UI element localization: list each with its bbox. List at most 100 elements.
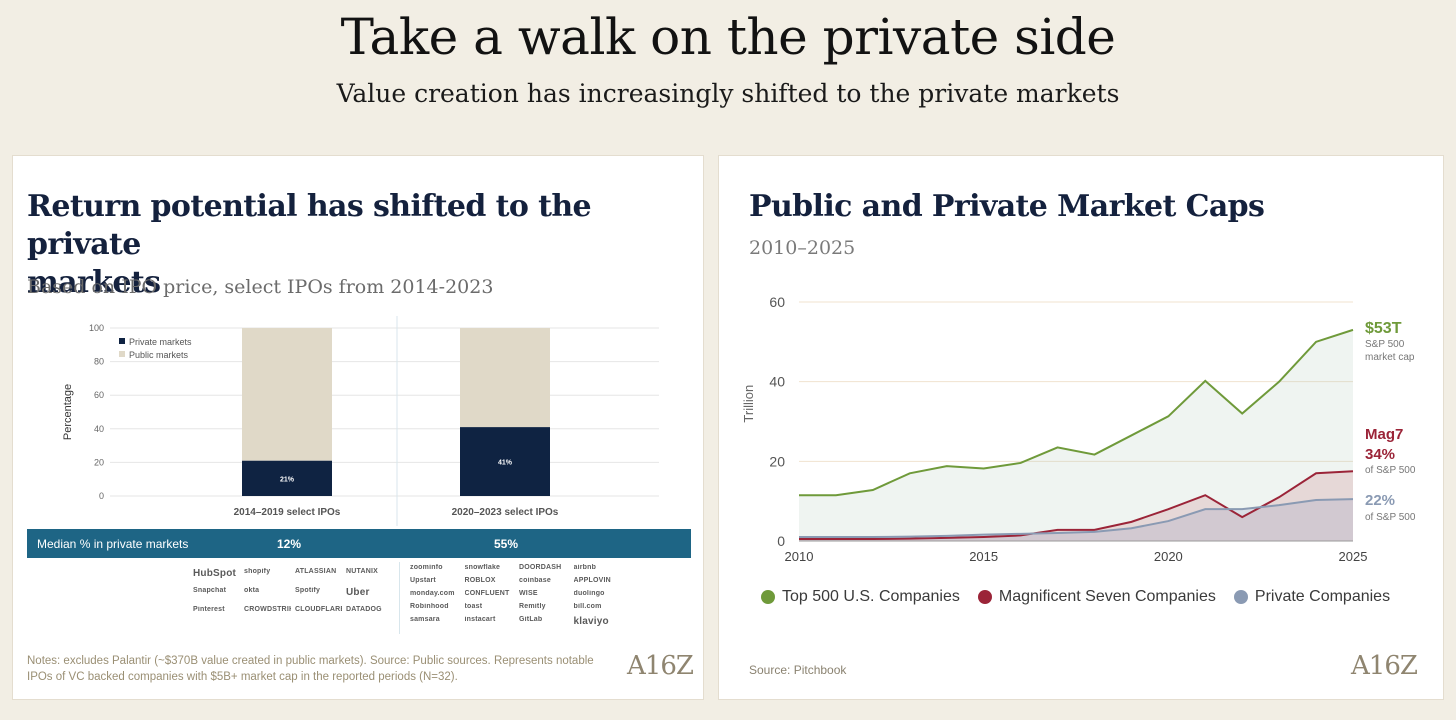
bar-private-markets: [460, 427, 550, 496]
median-value-2: 55%: [494, 537, 519, 551]
right-card-title: Public and Private Market Caps: [749, 189, 1265, 224]
legend-label-private: Private Companies: [1254, 588, 1391, 605]
bar-public-markets: [460, 328, 550, 428]
legend-label-private: Private markets: [129, 337, 192, 347]
company-logo: APPLOVIN: [573, 577, 611, 584]
company-logo: GitLab: [519, 616, 543, 623]
company-logo: bill.com: [573, 603, 602, 610]
x-tick-label: 2015: [969, 549, 998, 564]
company-logo: Uber: [346, 587, 370, 598]
stacked-bar-chart: 0 20 40 60 80 100 Percentage 21% 2014–2019 selec…: [62, 316, 659, 526]
left-card-title-line2: markets: [27, 265, 161, 300]
legend-label-public: Public markets: [129, 350, 189, 360]
company-logo: CLOUDFLARE: [295, 606, 342, 613]
legend-dot-green: [761, 590, 775, 604]
company-logo: duolingo: [573, 590, 605, 597]
y-tick-label: 0: [777, 533, 785, 549]
end-label-top500: $53T: [1365, 320, 1402, 337]
company-logo: zoominfo: [410, 564, 443, 571]
company-logo: Robinhood: [410, 603, 449, 610]
bar-private-markets: [242, 460, 332, 496]
bar-data-label: 21%: [280, 476, 295, 483]
company-logo: CROWDSTRIKE: [244, 606, 291, 613]
y-axis-label: Trillion: [741, 385, 756, 423]
x-category-label: 2020–2023 select IPOs: [452, 507, 559, 518]
company-logo: ATLASSIAN: [295, 568, 337, 575]
legend-swatch-public: [119, 351, 125, 357]
company-logo: WISE: [519, 590, 538, 597]
a16z-logo: A16Z: [627, 651, 694, 681]
left-card-title: Return potential has shifted to the priv…: [27, 188, 703, 302]
y-tick-label: 0: [99, 491, 104, 501]
y-tick-label: 60: [769, 294, 785, 310]
company-logo: Remitly: [519, 603, 546, 610]
company-logo: ROBLOX: [464, 577, 496, 584]
company-logo: klaviyo: [573, 616, 609, 627]
legend-label-top500: Top 500 U.S. Companies: [782, 588, 960, 605]
legend-item-private: Private Companies: [1233, 588, 1391, 606]
legend-dot-maroon: [977, 590, 992, 604]
y-tick-label: 20: [94, 457, 104, 467]
end-note-top500: S&P 500: [1365, 339, 1405, 350]
logos-2020-2023: zoominfo snowflake DOORDASH airbnb Upstart RO…: [410, 564, 625, 627]
bar-public-markets: [242, 328, 332, 461]
left-chart-card: Return potential has shifted to the priv…: [12, 155, 704, 700]
x-category-label: 2014–2019 select IPOs: [234, 507, 341, 518]
legend-label-mag7: Magnificent Seven Companies: [998, 588, 1216, 605]
x-tick-label: 2010: [785, 549, 814, 564]
right-card-subtitle: 2010–2025: [749, 237, 856, 259]
y-axis-label: Percentage: [62, 384, 74, 440]
company-logo: toast: [464, 603, 483, 610]
end-label-mag7: Mag7: [1365, 426, 1403, 443]
company-logo: CONFLUENT: [464, 590, 510, 597]
end-value-private: 22%: [1365, 492, 1395, 509]
y-tick-label: 80: [94, 357, 104, 367]
chart-legend: Top 500 U.S. Companies Magnificent Seven…: [761, 588, 1390, 606]
median-private-bar: Median % in private markets 12% 55%: [27, 529, 691, 558]
y-tick-label: 40: [94, 424, 104, 434]
end-note-private: of S&P 500: [1365, 512, 1416, 523]
company-logo: DOORDASH: [519, 564, 562, 571]
logos-2014-2019: HubSpot shopify ATLASSIAN NUTANIX Snapchat ok…: [193, 568, 393, 613]
company-logo: Pinterest: [193, 606, 225, 613]
page-subtitle: Value creation has increasingly shifted …: [336, 79, 1120, 108]
company-logo: okta: [244, 587, 260, 594]
company-logo: Spotify: [295, 587, 321, 594]
legend-dot-slate: [1233, 590, 1248, 604]
company-logo: Snapchat: [193, 587, 227, 594]
legend-swatch-private: [119, 338, 125, 344]
company-logo: instacart: [464, 616, 496, 623]
median-value-1: 12%: [277, 537, 302, 551]
y-tick-label: 100: [89, 323, 104, 333]
source-note: Source: Pitchbook: [749, 663, 847, 677]
company-logo: Upstart: [410, 577, 436, 584]
x-tick-label: 2025: [1339, 549, 1368, 564]
legend-item-mag7: Magnificent Seven Companies: [977, 588, 1216, 606]
series-line-private: [799, 498, 1354, 539]
left-card-subtitle: Based on IPO price, select IPOs from 201…: [27, 276, 494, 298]
company-logo: coinbase: [519, 577, 551, 584]
median-label: Median % in private markets: [37, 537, 189, 551]
end-value-mag7: 34%: [1365, 446, 1395, 463]
bar-data-label: 41%: [498, 460, 513, 467]
company-logo: monday.com: [410, 590, 455, 597]
company-logo: shopify: [244, 568, 271, 575]
legend-item-top500: Top 500 U.S. Companies: [761, 588, 960, 606]
notes: Notes: excludes Palantir (~$370B value c…: [27, 655, 594, 683]
company-logo: HubSpot: [193, 568, 237, 579]
market-cap-area-chart: 0 20 40 60 2010 2015 2020 2025 Trillion $53T S&P 5…: [741, 294, 1416, 564]
company-logo: snowflake: [464, 564, 501, 571]
company-logo: NUTANIX: [346, 568, 378, 575]
x-tick-label: 2020: [1154, 549, 1183, 564]
a16z-logo-right: A16Z: [1351, 651, 1418, 681]
end-note-mag7: of S&P 500: [1365, 465, 1416, 476]
company-logo: samsara: [410, 616, 440, 623]
company-logo: airbnb: [573, 564, 597, 571]
area-fill-mag7: [799, 471, 1353, 541]
company-logo: DATADOG: [346, 606, 382, 613]
left-card-title-line1: Return potential has shifted to the priv…: [27, 189, 592, 262]
y-tick-label: 20: [769, 453, 785, 469]
end-note-top500: market cap: [1365, 352, 1415, 363]
y-tick-label: 40: [769, 374, 785, 390]
series-line-top500: [799, 328, 1354, 497]
